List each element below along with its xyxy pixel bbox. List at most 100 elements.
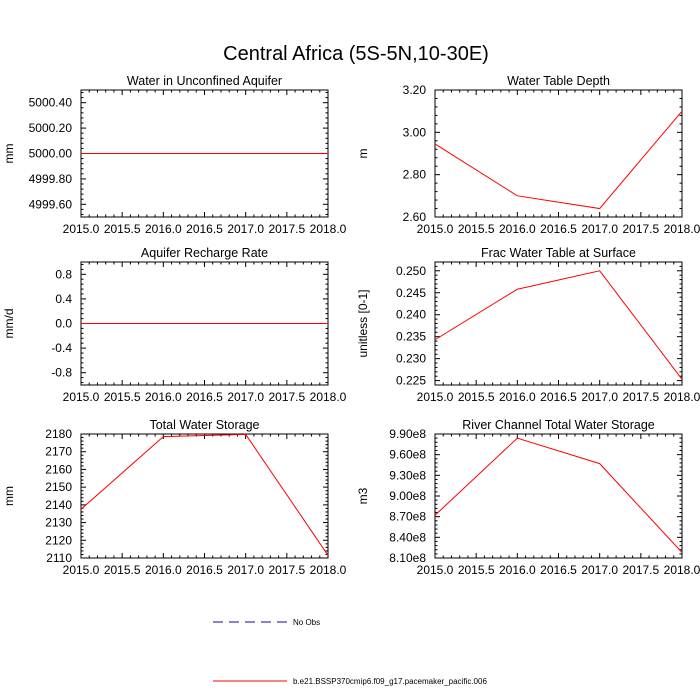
legend: No Obs b.e21.BSSP370cmip6.f09_g17.pacema… — [213, 618, 487, 686]
y-axis-label: m3 — [356, 487, 370, 504]
panel-title: Total Water Storage — [149, 418, 259, 432]
y-tick-label: 2.60 — [403, 210, 427, 224]
y-tick-label: 4999.80 — [29, 172, 73, 186]
figure-title: Central Africa (5S-5N,10-30E) — [223, 43, 489, 65]
x-tick-label: 2015.5 — [458, 563, 495, 577]
x-tick-label: 2016.0 — [145, 563, 182, 577]
x-tick-label: 2017.5 — [268, 563, 305, 577]
x-tick-label: 2015.5 — [104, 563, 141, 577]
panel-title: Water in Unconfined Aquifer — [127, 74, 282, 88]
x-tick-label: 2016.0 — [499, 563, 536, 577]
y-tick-label: 8.40e8 — [389, 530, 426, 544]
y-tick-label: 2110 — [46, 551, 72, 565]
y-tick-label: 2180 — [45, 427, 72, 441]
x-tick-label: 2015.5 — [104, 390, 141, 404]
y-tick-label: 9.60e8 — [389, 448, 426, 462]
x-tick-label: 2017.0 — [581, 222, 618, 236]
y-tick-label: 9.30e8 — [389, 468, 426, 482]
x-tick-label: 2017.5 — [268, 222, 305, 236]
y-tick-label: 4999.60 — [29, 197, 73, 211]
y-tick-label: 5000.00 — [29, 147, 73, 161]
panels: Water in Unconfined Aquifer mm 2015.0 2015.… — [2, 74, 700, 577]
x-tick-label: 2017.5 — [622, 222, 659, 236]
x-tick-label: 2016.5 — [186, 222, 223, 236]
y-tick-label: 0.250 — [396, 264, 426, 278]
x-tick-label: 2017.0 — [581, 563, 618, 577]
x-tick-label: 2015.5 — [104, 222, 141, 236]
y-tick-label: 3.20 — [403, 83, 427, 97]
y-tick-label: 2150 — [45, 480, 72, 494]
x-tick-label: 2016.0 — [499, 390, 536, 404]
y-tick-label: 0.245 — [396, 286, 426, 300]
x-tick-label: 2017.0 — [227, 222, 264, 236]
y-tick-label: 0.235 — [396, 330, 426, 344]
x-tick-label: 2015.0 — [417, 563, 454, 577]
x-tick-label: 2016.0 — [145, 222, 182, 236]
plot-frame — [434, 433, 683, 559]
x-tick-label: 2018.0 — [310, 390, 347, 404]
x-tick-label: 2017.0 — [227, 390, 264, 404]
panel-title: Aquifer Recharge Rate — [141, 246, 268, 260]
series-line — [80, 433, 329, 556]
panel-6: River Channel Total Water Storage m3 2015.… — [356, 418, 700, 577]
y-tick-label: 8.10e8 — [389, 551, 426, 565]
series-line — [434, 437, 683, 553]
x-tick-label: 2017.5 — [268, 390, 305, 404]
x-tick-label: 2018.0 — [664, 390, 700, 404]
series-line — [434, 110, 683, 210]
y-axis-label: mm — [2, 144, 16, 164]
y-tick-label: 2170 — [45, 445, 72, 459]
y-tick-label: 0.8 — [55, 267, 72, 281]
x-tick-label: 2017.0 — [581, 390, 618, 404]
series-line — [434, 270, 683, 380]
y-tick-label: 0.230 — [396, 352, 426, 366]
y-axis-label: unitless [0-1] — [356, 289, 370, 357]
legend-label-no-obs: No Obs — [293, 618, 320, 627]
panel-2: Water Table Depth m 2015.0 2015.5 2016.0 2016… — [356, 74, 700, 236]
y-axis-label: m — [356, 149, 370, 159]
y-tick-label: 3.00 — [403, 125, 427, 139]
y-tick-label: 2.80 — [403, 168, 427, 182]
x-tick-label: 2015.0 — [417, 222, 454, 236]
y-tick-label: 5000.20 — [29, 121, 73, 135]
plot-frame — [80, 433, 329, 559]
x-tick-label: 2016.5 — [540, 563, 577, 577]
y-tick-label: 0.225 — [396, 374, 426, 388]
x-tick-label: 2018.0 — [664, 563, 700, 577]
y-tick-label: 5000.40 — [29, 96, 73, 110]
x-tick-label: 2017.5 — [622, 390, 659, 404]
x-tick-label: 2015.0 — [63, 390, 100, 404]
panel-title: Water Table Depth — [507, 74, 610, 88]
panel-1: Water in Unconfined Aquifer mm 2015.0 2015.… — [2, 74, 347, 236]
x-tick-label: 2015.0 — [417, 390, 454, 404]
x-tick-label: 2016.5 — [540, 390, 577, 404]
y-tick-label: 0.240 — [396, 308, 426, 322]
y-tick-label: 2160 — [45, 462, 72, 476]
x-tick-label: 2015.5 — [458, 390, 495, 404]
panel-title: Frac Water Table at Surface — [481, 246, 636, 260]
y-axis-label: mm/d — [2, 309, 16, 339]
x-tick-label: 2016.5 — [540, 222, 577, 236]
x-tick-label: 2018.0 — [310, 222, 347, 236]
y-tick-label: -0.4 — [51, 341, 72, 355]
x-tick-label: 2016.0 — [499, 222, 536, 236]
x-tick-label: 2015.0 — [63, 222, 100, 236]
y-tick-label: 2120 — [45, 533, 72, 547]
y-tick-label: 8.70e8 — [389, 510, 426, 524]
x-tick-label: 2016.5 — [186, 563, 223, 577]
panel-title: River Channel Total Water Storage — [462, 418, 655, 432]
plot-frame — [434, 89, 683, 218]
legend-label-model: b.e21.BSSP370cmip6.f09_g17.pacemaker_pac… — [293, 677, 487, 686]
y-tick-label: 0.0 — [55, 317, 72, 331]
y-tick-label: 2130 — [45, 516, 72, 530]
y-axis-label: mm — [2, 486, 16, 506]
x-tick-label: 2015.0 — [63, 563, 100, 577]
x-tick-label: 2017.5 — [622, 563, 659, 577]
panel-4: Frac Water Table at Surface unitless [0-1… — [356, 246, 700, 404]
x-tick-label: 2018.0 — [664, 222, 700, 236]
y-tick-label: 2140 — [45, 498, 72, 512]
x-tick-label: 2015.5 — [458, 222, 495, 236]
y-tick-label: -0.8 — [51, 366, 72, 380]
y-tick-label: 9.00e8 — [389, 489, 426, 503]
